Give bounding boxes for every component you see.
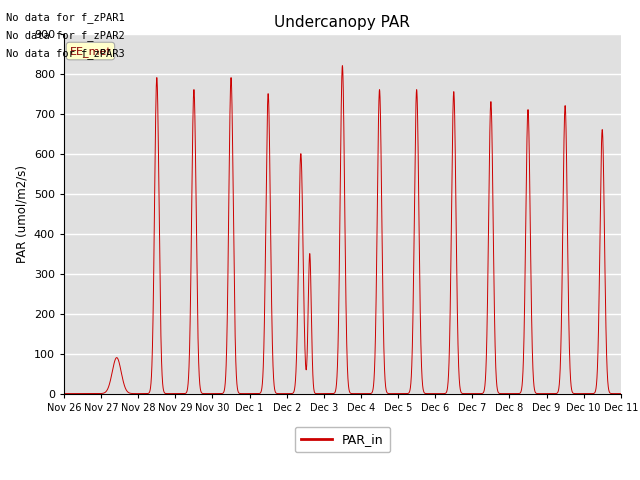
Title: Undercanopy PAR: Undercanopy PAR xyxy=(275,15,410,30)
Text: No data for f_zPAR2: No data for f_zPAR2 xyxy=(6,30,125,41)
Text: No data for f_zPAR1: No data for f_zPAR1 xyxy=(6,12,125,23)
Legend: PAR_in: PAR_in xyxy=(294,427,390,452)
Y-axis label: PAR (umol/m2/s): PAR (umol/m2/s) xyxy=(15,165,28,263)
Text: EE_met: EE_met xyxy=(70,46,111,57)
Text: No data for f_zPAR3: No data for f_zPAR3 xyxy=(6,48,125,60)
